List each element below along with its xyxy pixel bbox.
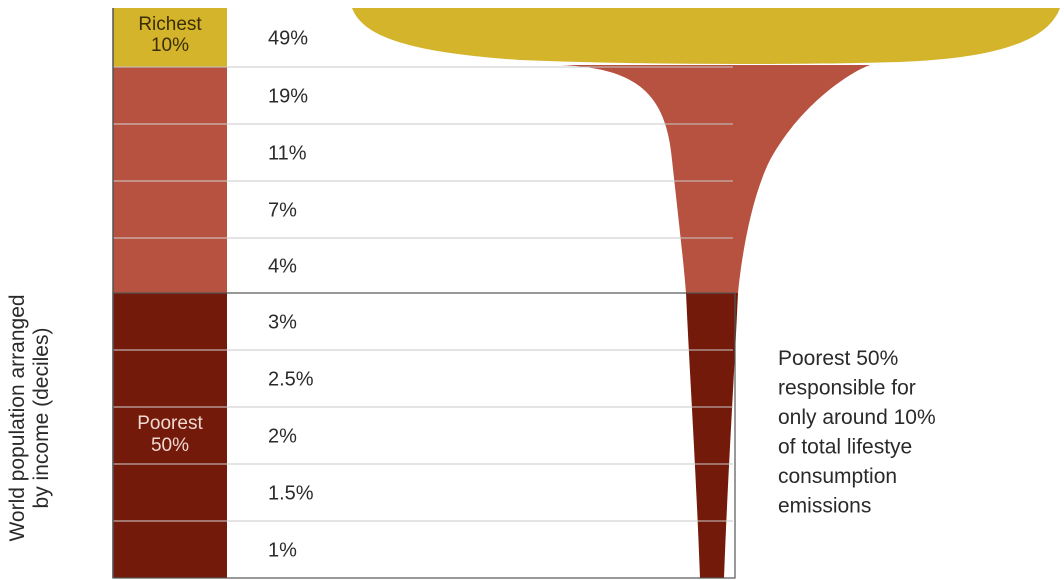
value-label-decile-6: 3% — [268, 312, 297, 334]
decile-cell-7 — [113, 350, 227, 407]
decile-cell-9 — [113, 464, 227, 521]
value-label-decile-3: 11% — [268, 143, 307, 165]
emissions-funnel — [352, 8, 1060, 578]
value-label-decile-9: 1.5% — [268, 483, 314, 505]
funnel-middle-segment — [560, 65, 870, 293]
value-label-decile-7: 2.5% — [268, 369, 314, 391]
decile-cell-3 — [113, 124, 227, 181]
poorest-annotation-line: of total lifestye — [778, 436, 912, 459]
value-label-decile-5: 4% — [268, 256, 297, 278]
poorest-annotation-line: emissions — [778, 495, 871, 518]
y-axis-label-line: World population arranged — [6, 294, 29, 541]
poorest-50-label-line: 50% — [151, 435, 189, 456]
richest-10-label: Richest 10% — [138, 14, 202, 56]
poorest-50-label-line: Poorest — [137, 413, 203, 434]
value-label-decile-2: 19% — [268, 86, 308, 108]
poorest-annotation-line: responsible for — [778, 377, 916, 400]
decile-cell-1 — [113, 8, 227, 67]
decile-color-column — [113, 8, 227, 578]
value-label-decile-4: 7% — [268, 200, 297, 222]
richest-10-label-line: Richest — [138, 14, 202, 35]
poorest-annotation-line: Poorest 50% — [778, 347, 898, 370]
richest-10-label-line: 10% — [151, 35, 189, 56]
value-labels: 49% 19% 11% 7% 4% 3% 2.5% 2% 1.5% 1% — [268, 28, 314, 562]
value-label-decile-10: 1% — [268, 540, 297, 562]
funnel-poorest-segment — [686, 293, 738, 578]
decile-cell-5 — [113, 238, 227, 293]
y-axis-label-line: by income (deciles) — [30, 328, 53, 509]
decile-cell-10 — [113, 521, 227, 578]
y-axis-label: World population arrangedby income (deci… — [6, 294, 53, 541]
value-label-decile-1: 49% — [268, 28, 308, 50]
funnel-richest-segment — [352, 8, 1060, 65]
decile-cell-6 — [113, 293, 227, 350]
poorest-annotation-line: only around 10% — [778, 406, 936, 429]
decile-cell-8 — [113, 407, 227, 464]
poorest-annotation-line: consumption — [778, 465, 897, 488]
poorest-50-label: Poorest 50% — [137, 413, 203, 456]
value-label-decile-8: 2% — [268, 426, 297, 448]
decile-cell-2 — [113, 67, 227, 124]
decile-cell-4 — [113, 181, 227, 238]
poorest-annotation: Poorest 50% responsible for only around 10… — [778, 347, 936, 518]
